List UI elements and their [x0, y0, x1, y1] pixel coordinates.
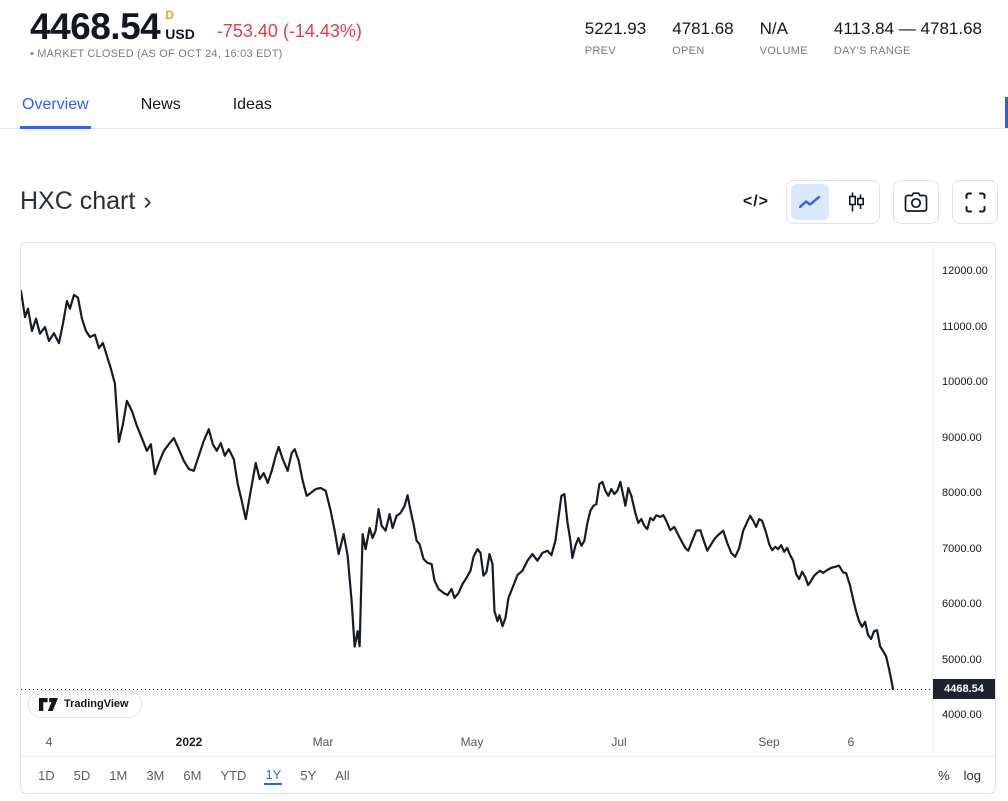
y-axis-tick: 8000.00	[942, 487, 982, 499]
chart-style-toggle	[786, 180, 880, 224]
candles-chart-style-button[interactable]	[833, 180, 879, 224]
camera-icon	[904, 191, 928, 212]
x-axis-tick: May	[460, 735, 484, 749]
range-button-3m[interactable]: 3M	[146, 767, 165, 783]
currency-label: USD	[165, 26, 195, 42]
stat-label: OPEN	[672, 45, 705, 57]
chart-toolbar: </>	[743, 180, 998, 224]
price-row: 4468.54 D USD -753.40 (-14.43%)	[30, 8, 362, 46]
snapshot-button[interactable]	[893, 180, 939, 224]
stat-prev: 5221.93 PREV	[585, 19, 646, 57]
y-axis-tick: 11000.00	[942, 320, 988, 333]
y-axis-tick: 5000.00	[942, 653, 982, 666]
stat-open: 4781.68 OPEN	[672, 19, 733, 57]
y-axis-tick: 10000.00	[942, 376, 988, 388]
price-meta: D USD	[165, 8, 195, 43]
last-price-tag: 4468.54	[933, 679, 995, 699]
range-button-1y[interactable]: 1Y	[264, 765, 283, 785]
x-axis-tick: Jul	[611, 735, 627, 749]
line-chart-style-button[interactable]	[787, 180, 833, 224]
last-price: 4468.54	[30, 6, 161, 47]
attribution-label: TradingView	[64, 698, 129, 710]
stat-value: N/A	[759, 19, 788, 38]
market-status: • MARKET CLOSED (AS OF OCT 24, 16:03 EDT…	[30, 48, 283, 60]
tradingview-logo-icon	[39, 697, 58, 711]
stat-value: 5221.93	[584, 19, 647, 38]
last-price-dotted-line	[21, 689, 932, 690]
chevron-right-icon: ›	[143, 187, 152, 215]
stat-volume: N/A VOLUME	[760, 19, 808, 57]
stat-value: 4781.68	[672, 19, 734, 38]
chart-widget: TradingView 12000.00 11000.00 10000.00 9000…	[20, 242, 996, 794]
stat-value: 4113.84 — 4781.68	[833, 19, 982, 38]
price-line-path	[21, 289, 895, 691]
fullscreen-icon	[965, 192, 985, 212]
tab-news[interactable]: News	[140, 96, 181, 113]
range-button-all[interactable]: All	[335, 767, 350, 783]
range-button-6m[interactable]: 6M	[183, 767, 202, 783]
tab-ideas[interactable]: Ideas	[232, 96, 272, 113]
x-axis-tick: Sep	[758, 735, 780, 749]
y-axis-tick: 4000.00	[942, 709, 982, 721]
x-axis-tick: 6	[847, 735, 855, 749]
stat-label: PREV	[584, 45, 616, 57]
range-button-1d[interactable]: 1D	[38, 767, 55, 783]
candlestick-icon	[848, 192, 864, 212]
x-axis-tick: 4	[45, 735, 53, 749]
fullscreen-button[interactable]	[952, 180, 998, 224]
stat-days-range: 4113.84 — 4781.68 DAY'S RANGE	[834, 19, 982, 57]
percent-scale-button[interactable]: %	[938, 767, 950, 783]
y-axis-scale[interactable]: 12000.00 11000.00 10000.00 9000.00 8000.00 70…	[933, 243, 995, 729]
range-button-5y[interactable]: 5Y	[300, 767, 317, 783]
chart-section-header: HXC chart › </>	[0, 178, 1008, 228]
range-button-1m[interactable]: 1M	[109, 767, 128, 783]
x-axis-scale[interactable]: 4 2022 Mar May Jul Sep 6	[21, 729, 933, 756]
price-chart	[21, 289, 895, 691]
tab-bar: Overview News Ideas	[0, 85, 1008, 129]
chart-section-title[interactable]: HXC chart ›	[20, 187, 152, 216]
scrollbar-thumb[interactable]	[1005, 97, 1008, 128]
y-axis-tick: 12000.00	[942, 265, 988, 277]
embed-code-icon[interactable]: </>	[742, 193, 769, 210]
range-button-5d[interactable]: 5D	[73, 767, 91, 783]
chart-plot-area[interactable]: TradingView	[21, 243, 933, 729]
y-axis-tick: 7000.00	[942, 542, 982, 555]
stat-label: VOLUME	[759, 45, 808, 57]
log-scale-button[interactable]: log	[963, 767, 981, 783]
x-axis-tick: Mar	[312, 735, 334, 749]
stat-label: DAY'S RANGE	[833, 45, 911, 57]
y-axis-tick: 9000.00	[942, 431, 982, 444]
range-toolbar: 1D 5D 1M 3M 6M YTD 1Y 5Y All % log	[21, 756, 995, 793]
symbol-header: 4468.54 D USD -753.40 (-14.43%) • MARKET…	[0, 0, 1008, 85]
page-title: HXC chart	[20, 187, 136, 215]
x-axis-tick: 2022	[175, 735, 203, 749]
tab-overview[interactable]: Overview	[20, 85, 91, 129]
y-axis-tick: 6000.00	[942, 598, 982, 610]
range-button-ytd[interactable]: YTD	[220, 767, 247, 783]
interval-badge: D	[165, 8, 174, 22]
stats-row: 5221.93 PREV 4781.68 OPEN N/A VOLUME 411…	[585, 19, 982, 57]
price-change: -753.40 (-14.43%)	[216, 21, 362, 41]
tradingview-attribution[interactable]: TradingView	[28, 690, 142, 718]
line-chart-icon	[798, 195, 821, 208]
